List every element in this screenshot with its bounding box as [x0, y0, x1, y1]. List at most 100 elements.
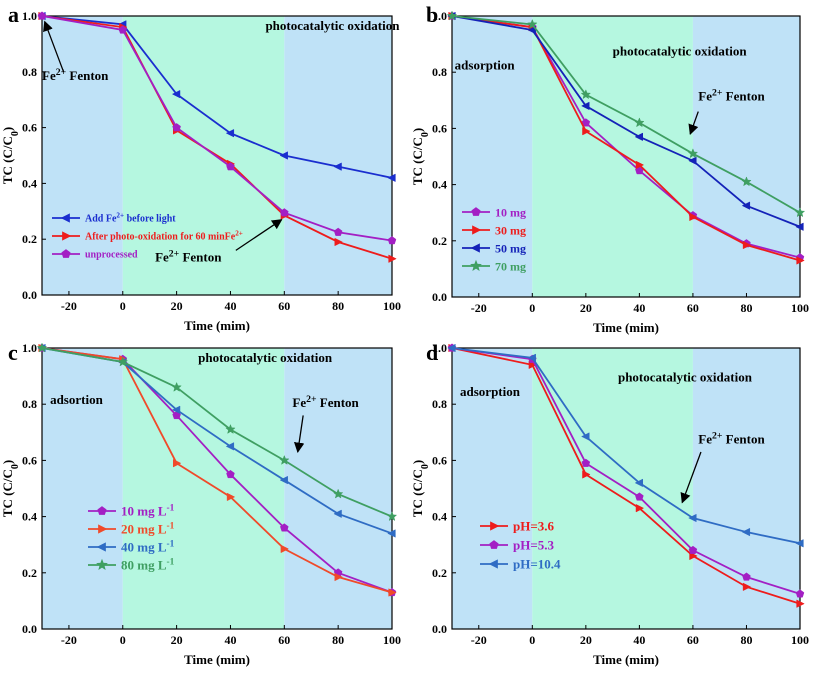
- data-point: [580, 89, 592, 100]
- annotation-arrow: [43, 20, 65, 73]
- data-point: [387, 529, 396, 538]
- data-point: [171, 405, 181, 415]
- x-tick-label: 20: [171, 299, 183, 313]
- plot-frame: [41, 347, 393, 630]
- y-tick-label: 0.2: [22, 232, 37, 246]
- data-point: [582, 127, 591, 136]
- data-point: [334, 237, 343, 247]
- annotation-fenton: Fe2+ Fenton: [155, 248, 222, 265]
- data-point: [387, 236, 397, 245]
- x-tick-label: 0: [120, 299, 126, 313]
- data-point: [388, 588, 397, 597]
- data-point: [689, 212, 698, 222]
- annotation-arrow: [293, 415, 305, 453]
- annotation-photocatalytic: photocatalytic oxidation: [613, 43, 748, 58]
- legend-marker: [62, 231, 72, 241]
- data-point: [36, 342, 48, 353]
- x-tick-label: 60: [278, 299, 290, 313]
- panel-letter: d: [426, 340, 438, 365]
- data-point: [688, 513, 697, 523]
- data-point: [37, 11, 47, 20]
- legend-label: After photo-oxidation for 60 minFe2+: [85, 230, 243, 243]
- x-tick-label: 60: [687, 301, 699, 315]
- data-point: [794, 207, 806, 218]
- data-point: [387, 173, 396, 183]
- y-tick-label: 0.2: [432, 234, 447, 248]
- data-point: [634, 132, 643, 142]
- data-point: [581, 101, 590, 111]
- y-tick-label: 0.8: [432, 65, 447, 79]
- region-band-2: [284, 16, 392, 295]
- legend-marker: [60, 213, 70, 223]
- data-point: [635, 503, 645, 513]
- x-tick-label: 0: [529, 633, 535, 647]
- annotation-adsorption: adsorption: [455, 57, 516, 72]
- y-tick-label: 0.6: [432, 453, 447, 467]
- y-tick-label: 0.8: [22, 397, 37, 411]
- data-point: [171, 381, 182, 392]
- legend-marker: [98, 524, 108, 534]
- x-tick-label: -20: [61, 299, 77, 313]
- y-tick-label: 0.4: [432, 510, 447, 524]
- legend-label: pH=3.6: [513, 519, 554, 534]
- x-tick-label: 0: [120, 633, 126, 647]
- x-tick-label: 80: [332, 633, 344, 647]
- panel-letter: a: [8, 2, 19, 27]
- y-tick-label: 0.0: [22, 288, 37, 302]
- legend: Add Fe2+ before light After photo-oxidati…: [52, 212, 243, 261]
- data-point: [226, 492, 236, 502]
- data-point: [226, 469, 235, 479]
- region-band-0: [452, 348, 533, 629]
- data-point: [117, 356, 129, 367]
- data-point: [279, 454, 290, 465]
- legend-label: 30 mg: [495, 223, 526, 237]
- y-tick-label: 1.0: [432, 9, 447, 23]
- data-point: [635, 492, 644, 501]
- annotation-photocatalytic: photocatalytic oxidation: [618, 370, 753, 385]
- data-point: [171, 89, 181, 99]
- region-band-1: [532, 16, 693, 297]
- region-band-2: [692, 16, 800, 297]
- y-axis-label: TC (C/C0): [0, 460, 21, 517]
- legend-label: 20 mg L-1: [121, 522, 175, 537]
- legend: pH=3.6 pH=5.3 pH=10.4: [480, 519, 561, 572]
- annotation-adsorption: adsorption: [460, 384, 521, 399]
- annotation-fenton: Fe2+ Fenton: [698, 87, 765, 104]
- data-point: [279, 151, 288, 160]
- region-band-1: [122, 16, 285, 295]
- x-tick-label: 40: [224, 299, 236, 313]
- x-tick-label: 80: [740, 633, 752, 647]
- x-tick-label: 100: [791, 301, 809, 315]
- y-tick-label: 0.4: [432, 178, 447, 192]
- legend-marker: [489, 540, 499, 549]
- plot-frame: [451, 347, 801, 630]
- x-tick-label: 20: [580, 633, 592, 647]
- annotation-arrow: [680, 451, 702, 504]
- y-tick-label: 0.2: [432, 566, 447, 580]
- y-tick-label: 1.0: [22, 9, 37, 23]
- data-point: [581, 118, 591, 127]
- legend-marker: [471, 207, 481, 216]
- x-tick-label: 40: [633, 633, 645, 647]
- annotation-fenton: Fe2+ Fenton: [698, 430, 765, 447]
- panel-d: -20 0 20 40 60 80 100 0.0 0.2 0.4 0.6 0.8 1.0 Time (m…: [410, 340, 809, 667]
- y-tick-label: 0.6: [432, 121, 447, 135]
- data-point: [687, 148, 699, 159]
- data-point: [581, 432, 590, 441]
- data-point: [635, 160, 645, 170]
- y-tick-label: 0.0: [432, 622, 447, 636]
- data-point: [582, 470, 591, 479]
- y-axis-label: TC (C/C0): [0, 127, 21, 184]
- annotation-photocatalytic: photocatalytic oxidation: [265, 18, 400, 33]
- y-tick-label: 1.0: [22, 341, 37, 355]
- x-tick-label: 80: [740, 301, 752, 315]
- y-tick-label: 0.0: [432, 290, 447, 304]
- legend-marker: [470, 259, 482, 272]
- legend-label: pH=10.4: [513, 557, 561, 572]
- panel-a: -20 0 20 40 60 80 100 0.0 0.2 0.4 0.6 0.8 1.0 Time (m…: [0, 2, 401, 333]
- x-tick-label: -20: [471, 633, 487, 647]
- data-point: [688, 156, 697, 165]
- y-tick-label: 0.4: [22, 510, 37, 524]
- legend: 10 mg L-1 20 mg L-1 40 mg L-1 80 mg L-1: [88, 504, 175, 573]
- data-point: [388, 254, 397, 263]
